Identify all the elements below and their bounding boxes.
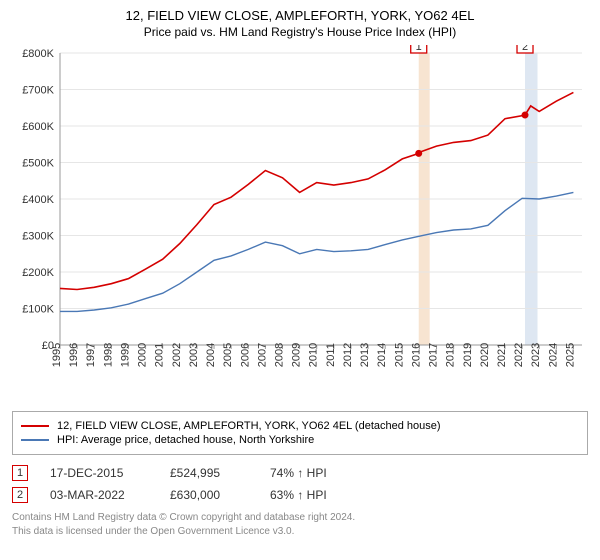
series-property_price: [60, 92, 573, 289]
x-tick-label: 2016: [410, 343, 422, 367]
x-tick-label: 2017: [428, 343, 440, 367]
x-tick-label: 2011: [325, 343, 337, 367]
x-tick-label: 1996: [68, 343, 80, 367]
sale-point: [415, 150, 422, 157]
x-tick-label: 2010: [308, 343, 320, 367]
y-tick-label: £700K: [22, 85, 54, 97]
x-tick-label: 2001: [154, 343, 166, 367]
y-tick-label: £500K: [22, 158, 54, 170]
sale-row: 2 03-MAR-2022£630,00063% ↑ HPI: [12, 487, 588, 503]
footer-line-1: Contains HM Land Registry data © Crown c…: [12, 511, 588, 525]
legend: 12, FIELD VIEW CLOSE, AMPLEFORTH, YORK, …: [12, 411, 588, 455]
x-tick-label: 2024: [547, 343, 559, 367]
y-tick-label: £600K: [22, 121, 54, 133]
x-tick-label: 2018: [445, 343, 457, 367]
legend-label: HPI: Average price, detached house, Nort…: [57, 434, 314, 446]
x-tick-label: 1998: [102, 343, 114, 367]
sale-vs-hpi: 74% ↑ HPI: [270, 466, 380, 480]
chart-subtitle: Price paid vs. HM Land Registry's House …: [12, 25, 588, 39]
x-tick-label: 2004: [205, 343, 217, 367]
x-tick-label: 2023: [530, 343, 542, 367]
sale-date: 17-DEC-2015: [50, 466, 170, 480]
legend-label: 12, FIELD VIEW CLOSE, AMPLEFORTH, YORK, …: [57, 420, 441, 432]
sale-date: 03-MAR-2022: [50, 488, 170, 502]
sale-marker-number: 2: [522, 45, 528, 53]
x-tick-label: 1999: [119, 343, 131, 367]
x-tick-label: 2020: [479, 343, 491, 367]
y-tick-label: £300K: [22, 231, 54, 243]
x-tick-label: 2003: [188, 343, 200, 367]
y-tick-label: £100K: [22, 304, 54, 316]
legend-item: 12, FIELD VIEW CLOSE, AMPLEFORTH, YORK, …: [21, 420, 579, 432]
line-chart: £0£100K£200K£300K£400K£500K£600K£700K£80…: [12, 45, 588, 405]
x-tick-label: 2002: [171, 343, 183, 367]
x-tick-label: 2006: [239, 343, 251, 367]
y-tick-label: £200K: [22, 267, 54, 279]
sale-point: [522, 112, 529, 119]
x-tick-label: 2013: [359, 343, 371, 367]
x-tick-label: 1995: [51, 343, 63, 367]
x-tick-label: 2008: [273, 343, 285, 367]
x-tick-label: 2012: [342, 343, 354, 367]
sale-marker-number: 1: [416, 45, 422, 53]
x-tick-label: 2007: [256, 343, 268, 367]
x-tick-label: 2019: [462, 343, 474, 367]
x-tick-label: 2022: [513, 343, 525, 367]
sale-price: £524,995: [170, 466, 270, 480]
x-tick-label: 2021: [496, 343, 508, 367]
x-tick-label: 2014: [376, 343, 388, 367]
sale-row: 1 17-DEC-2015£524,99574% ↑ HPI: [12, 465, 588, 481]
sale-price: £630,000: [170, 488, 270, 502]
legend-swatch: [21, 425, 49, 427]
series-hpi: [60, 192, 573, 311]
chart-container: 12, FIELD VIEW CLOSE, AMPLEFORTH, YORK, …: [0, 0, 600, 544]
x-tick-label: 2015: [393, 343, 405, 367]
y-tick-label: £400K: [22, 194, 54, 206]
chart-title: 12, FIELD VIEW CLOSE, AMPLEFORTH, YORK, …: [12, 8, 588, 23]
x-tick-label: 2005: [222, 343, 234, 367]
x-tick-label: 2025: [564, 343, 576, 367]
sale-vs-hpi: 63% ↑ HPI: [270, 488, 380, 502]
sale-marker-badge: 2: [12, 487, 28, 503]
chart-plot-area: £0£100K£200K£300K£400K£500K£600K£700K£80…: [12, 45, 588, 405]
sale-marker-badge: 1: [12, 465, 28, 481]
footer-line-2: This data is licensed under the Open Gov…: [12, 525, 588, 539]
x-tick-label: 1997: [85, 343, 97, 367]
sales-table: 1 17-DEC-2015£524,99574% ↑ HPI 2 03-MAR-202…: [12, 465, 588, 503]
x-tick-label: 2000: [137, 343, 149, 367]
legend-swatch: [21, 439, 49, 441]
footer-attribution: Contains HM Land Registry data © Crown c…: [12, 511, 588, 538]
x-tick-label: 2009: [291, 343, 303, 367]
y-tick-label: £800K: [22, 48, 54, 60]
legend-item: HPI: Average price, detached house, Nort…: [21, 434, 579, 446]
